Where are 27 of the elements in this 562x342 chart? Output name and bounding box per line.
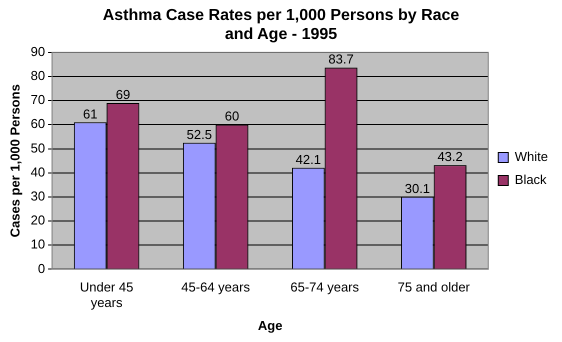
x-tick-label: 65-74 years (290, 280, 360, 295)
x-tick-label: Under 45 years (80, 280, 134, 310)
data-label: 69 (116, 87, 130, 102)
y-tick-label: 30 (30, 188, 46, 204)
y-tick-label: 80 (30, 68, 46, 84)
data-label: 61 (82, 106, 98, 122)
legend-label: White (514, 149, 548, 164)
data-label: 42.1 (296, 152, 321, 167)
x-tick-label: 45-64 years (181, 280, 250, 295)
y-axis-title: Cases per 1,000 Persons (7, 84, 22, 238)
data-label: 83.7 (328, 52, 354, 67)
y-tick-label: 20 (30, 212, 46, 228)
x-tick-label: 75 and older (398, 280, 471, 295)
y-tick-label: 10 (30, 236, 46, 252)
data-label: 60 (224, 108, 240, 124)
y-tick-label: 50 (30, 140, 46, 156)
y-tick-label: 40 (30, 164, 46, 180)
y-tick-label: 70 (30, 92, 46, 108)
x-axis-title: Age (258, 318, 282, 333)
data-label: 52.5 (186, 126, 212, 142)
y-tick-label: 0 (38, 260, 46, 276)
data-label: 30.1 (404, 180, 430, 196)
chart-title: Asthma Case Rates per 1,000 Persons by Race and Age - 1995 (102, 7, 460, 44)
y-tick-label: 60 (30, 116, 46, 132)
data-label: 43.2 (437, 149, 463, 164)
y-tick-label: 90 (30, 44, 46, 59)
legend-label: Black (514, 172, 548, 188)
